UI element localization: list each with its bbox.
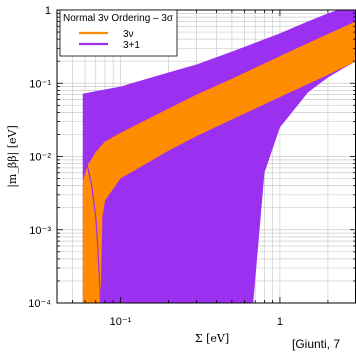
data-areas	[82, 10, 356, 303]
legend: Normal 3ν Ordering – 3σ 3ν3+1	[59, 9, 178, 57]
y-axis-label: |m_ββ| [eV]	[6, 125, 20, 188]
x-tick-label: 1	[277, 316, 283, 328]
legend-label-3nu: 3ν	[123, 29, 134, 40]
citation-credit: [Giunti, 7	[292, 337, 341, 351]
x-axis-label: Σ [eV]	[195, 332, 229, 345]
series-3nu-area	[82, 21, 356, 303]
y-tick-label: 10⁻¹	[29, 78, 51, 90]
y-tick-label: 1	[45, 5, 51, 17]
series-3plus1-dip-line	[82, 156, 102, 303]
x-tick-label: 10⁻¹	[110, 316, 132, 328]
y-tick-label: 10⁻⁴	[28, 298, 51, 310]
y-tick-label: 10⁻³	[29, 225, 51, 237]
legend-label-3plus1: 3+1	[123, 40, 140, 51]
legend-title: Normal 3ν Ordering – 3σ	[63, 13, 174, 24]
y-tick-label: 10⁻²	[29, 152, 51, 164]
